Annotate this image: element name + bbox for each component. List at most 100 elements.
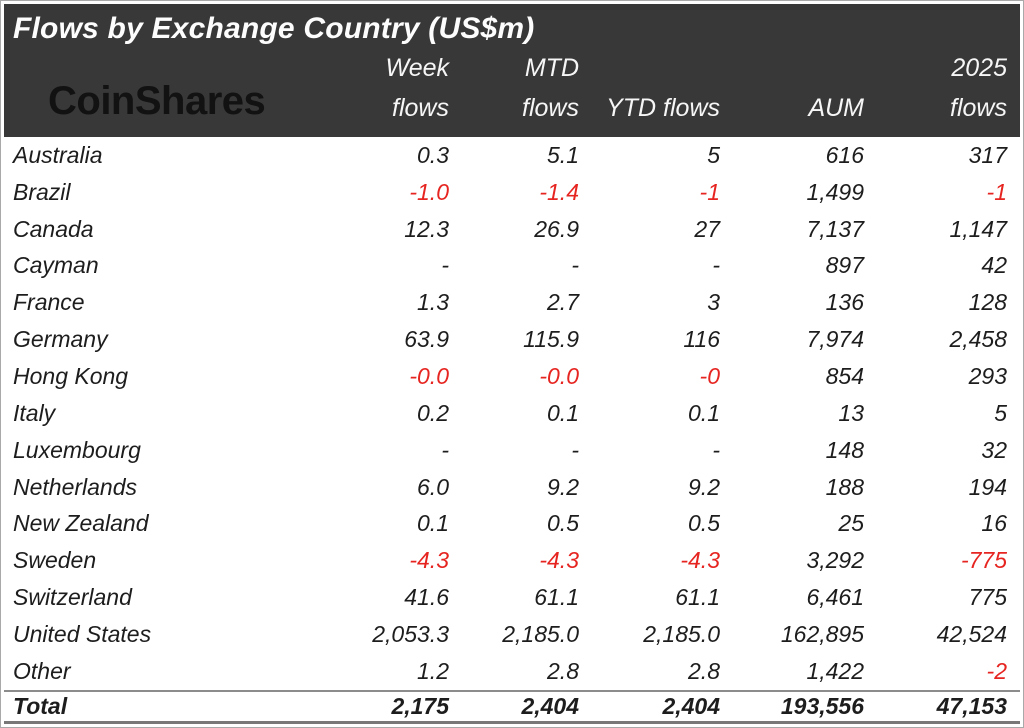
mtd-flows-value: 61.1 — [534, 584, 579, 611]
week-flows-value: 0.2 — [417, 399, 449, 426]
column-header-row: CoinShares Week flows MTD flows YTD flow… — [4, 47, 1020, 138]
table-row-brazil: Brazil -1.0 -1.4 -1 1,499 -1 — [4, 174, 1020, 211]
country-label: Switzerland — [13, 584, 132, 611]
mtd-flows-value: 115.9 — [523, 326, 579, 353]
country-label: Cayman — [13, 252, 99, 279]
total-aum-value: 193,556 — [780, 692, 864, 719]
column-header-line2: flows — [522, 94, 579, 122]
aum-value: 854 — [825, 362, 864, 389]
total-ytd-flows-value: 2,404 — [662, 692, 720, 719]
week-flows-value: 2,053.3 — [372, 620, 449, 647]
coinshares-logo: CoinShares — [48, 79, 266, 123]
table-row-sweden: Sweden -4.3 -4.3 -4.3 3,292 -775 — [4, 542, 1020, 579]
week-flows-value: 63.9 — [404, 326, 449, 353]
week-flows-value: - — [441, 436, 449, 463]
mtd-flows-value: -4.3 — [539, 547, 579, 574]
mtd-flows-value: 9.2 — [547, 473, 579, 500]
aum-value: 188 — [825, 473, 864, 500]
column-header-line1: Week — [385, 54, 449, 82]
country-label: Germany — [13, 326, 108, 353]
flows-2025-value: -775 — [960, 547, 1007, 574]
week-flows-value: -0.0 — [409, 362, 449, 389]
aum-value: 897 — [825, 252, 864, 279]
ytd-flows-value: -0 — [699, 362, 720, 389]
country-label: Canada — [13, 215, 94, 242]
week-flows-value: 0.3 — [417, 141, 449, 168]
flows-2025-value: 5 — [994, 399, 1007, 426]
ytd-flows-value: 9.2 — [688, 473, 720, 500]
table-row-cayman: Cayman - - - 897 42 — [4, 248, 1020, 285]
aum-value: 3,292 — [806, 547, 864, 574]
country-label: Australia — [13, 141, 103, 168]
flows-2025-value: 16 — [981, 510, 1007, 537]
flows-2025-value: 42 — [981, 252, 1007, 279]
country-label: Netherlands — [13, 473, 138, 500]
mtd-flows-value: 5.1 — [547, 141, 579, 168]
aum-value: 25 — [838, 510, 864, 537]
week-flows-value: 6.0 — [417, 473, 449, 500]
table-row-united-states: United States 2,053.3 2,185.0 2,185.0 16… — [4, 616, 1020, 653]
ytd-flows-value: 0.1 — [688, 399, 720, 426]
mtd-flows-value: - — [571, 436, 579, 463]
aum-value: 7,974 — [806, 326, 864, 353]
column-header-line2: flows — [950, 94, 1007, 122]
table-row-hong-kong: Hong Kong -0.0 -0.0 -0 854 293 — [4, 358, 1020, 395]
ytd-flows-value: 0.5 — [688, 510, 720, 537]
mtd-flows-value: -0.0 — [539, 362, 579, 389]
flows-2025-value: 1,147 — [949, 215, 1007, 242]
aum-value: 1,422 — [806, 657, 864, 684]
week-flows-value: 0.1 — [417, 510, 449, 537]
column-header-line2: flows — [392, 94, 449, 122]
mtd-flows-value: 0.1 — [547, 399, 579, 426]
mtd-flows-value: 2,185.0 — [502, 620, 579, 647]
aum-value: 13 — [838, 399, 864, 426]
column-header-2025-flows: 2025 flows — [864, 48, 1007, 128]
flows-2025-value: 293 — [968, 362, 1007, 389]
mtd-flows-value: -1.4 — [539, 178, 579, 205]
column-header-ytd-flows: YTD flows — [579, 88, 720, 128]
country-label: United States — [13, 620, 152, 647]
country-label: Hong Kong — [13, 362, 129, 389]
week-flows-value: -4.3 — [409, 547, 449, 574]
table-row-other: Other 1.2 2.8 2.8 1,422 -2 — [4, 653, 1020, 690]
flows-2025-value: 128 — [968, 289, 1007, 316]
week-flows-value: 12.3 — [404, 215, 449, 242]
table-body: Australia 0.3 5.1 5 616 317 Brazil -1.0 … — [4, 137, 1020, 724]
ytd-flows-value: 3 — [707, 289, 720, 316]
column-header-line1: 2025 — [951, 54, 1007, 82]
flows-2025-value: 194 — [968, 473, 1007, 500]
column-header-line2: YTD flows — [606, 94, 720, 122]
total-week-flows-value: 2,175 — [391, 692, 449, 719]
total-mtd-flows-value: 2,404 — [521, 692, 579, 719]
week-flows-value: 41.6 — [404, 584, 449, 611]
country-label: Luxembourg — [13, 436, 141, 463]
column-header-mtd-flows: MTD flows — [449, 48, 579, 128]
aum-value: 616 — [825, 141, 864, 168]
country-label: Other — [13, 657, 71, 684]
mtd-flows-value: 2.7 — [547, 289, 579, 316]
ytd-flows-value: - — [712, 252, 720, 279]
week-flows-value: 1.3 — [417, 289, 449, 316]
page-title: Flows by Exchange Country (US$m) — [13, 12, 535, 45]
ytd-flows-value: 116 — [683, 326, 720, 353]
ytd-flows-value: 2.8 — [688, 657, 720, 684]
aum-value: 162,895 — [780, 620, 864, 647]
country-label: Italy — [13, 399, 56, 426]
ytd-flows-value: 5 — [707, 141, 720, 168]
week-flows-value: -1.0 — [409, 178, 449, 205]
week-flows-value: 1.2 — [417, 657, 449, 684]
table-row-new-zealand: New Zealand 0.1 0.5 0.5 25 16 — [4, 505, 1020, 542]
ytd-flows-value: -1 — [699, 178, 720, 205]
aum-value: 148 — [825, 436, 864, 463]
flows-2025-value: 317 — [968, 141, 1007, 168]
aum-value: 1,499 — [806, 178, 864, 205]
mtd-flows-value: 26.9 — [534, 215, 579, 242]
column-header-line1: MTD — [524, 54, 579, 82]
ytd-flows-value: 61.1 — [675, 584, 720, 611]
column-header-week-flows: Week flows — [321, 48, 449, 128]
ytd-flows-value: -4.3 — [680, 547, 720, 574]
aum-value: 6,461 — [806, 584, 864, 611]
total-row: Total 2,175 2,404 2,404 193,556 47,153 — [4, 689, 1020, 724]
ytd-flows-value: - — [712, 436, 720, 463]
